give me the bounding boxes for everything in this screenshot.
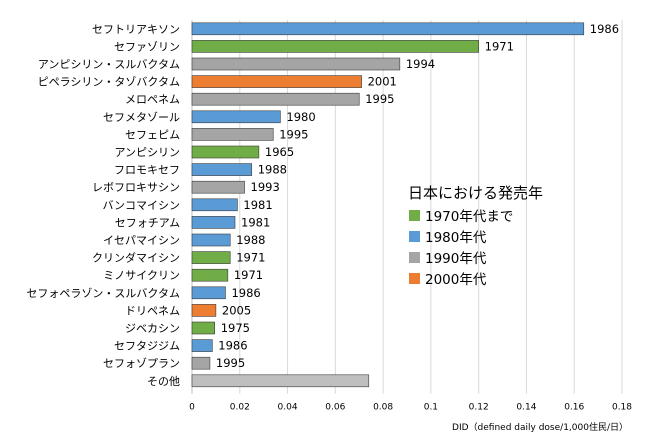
category-label: バンコマイシン [102, 199, 180, 212]
bar [191, 198, 238, 212]
year-label: 1993 [251, 180, 280, 194]
category-labels: セフトリアキソンセファゾリンアンピシリン・スルバクタムピペラシリン・タゾバクタム… [26, 23, 180, 388]
bars [191, 22, 585, 388]
category-label: セフェピム [125, 128, 180, 141]
bar [191, 233, 231, 247]
year-labels: 1986 1971 1994 2001 1995 1980 1995 1965 1988 1993… [216, 22, 619, 370]
year-label: 1971 [234, 268, 263, 282]
category-label: セフメタゾール [103, 111, 180, 124]
year-label: 1981 [241, 215, 270, 229]
category-label: セフォゾプラン [103, 357, 180, 370]
category-label: アンピシリン・スルバクタム [38, 58, 180, 71]
legend-label: 1980年代 [425, 230, 487, 246]
bar [191, 339, 213, 352]
year-label: 1995 [216, 356, 245, 370]
legend-swatch [409, 252, 420, 263]
year-label: 2005 [222, 303, 251, 317]
bar [191, 216, 236, 229]
bar [191, 251, 231, 264]
legend-title: 日本における発売年 [408, 184, 543, 202]
bar [191, 75, 362, 88]
bar [191, 145, 260, 159]
legend: 日本における発売年 1970年代まで 1980年代 1990年代 2000年代 [408, 184, 543, 288]
x-tick-labels: 0 0.02 0.04 0.06 0.08 0.1 0.12 0.14 0.16 0.18 [189, 403, 632, 413]
year-label: 1975 [221, 321, 250, 335]
year-label: 1995 [365, 92, 394, 106]
category-label: セフォチアム [115, 216, 180, 229]
bar [191, 180, 245, 194]
category-label: フロモキセフ [114, 164, 180, 177]
year-label: 1986 [218, 339, 247, 353]
year-label: 1986 [590, 22, 619, 36]
category-label: その他 [147, 375, 180, 388]
legend-label: 1990年代 [425, 251, 487, 267]
x-tick-label: 0.14 [516, 403, 536, 413]
year-label: 1986 [231, 286, 260, 300]
category-label: レボフロキサシン [92, 181, 180, 194]
legend-swatch [409, 210, 420, 221]
legend-swatch [409, 231, 420, 242]
year-label: 1995 [279, 127, 308, 141]
year-label: 1971 [236, 251, 265, 265]
bar [191, 356, 211, 370]
x-axis-label: DID（defined daily dose/1,000住民/日） [452, 421, 628, 433]
x-tick-label: 0.02 [230, 403, 250, 413]
bar [191, 110, 281, 124]
category-label: ミノサイクリン [103, 269, 180, 282]
category-label: セフトリアキソン [92, 23, 180, 36]
bar [191, 374, 370, 388]
category-label: ドリペネム [125, 304, 180, 317]
category-label: ジベカシン [125, 322, 180, 335]
category-label: ピペラシリン・タゾバクタム [38, 76, 180, 89]
x-tick-label: 0.08 [373, 403, 393, 413]
year-label: 1980 [286, 110, 315, 124]
bar [191, 321, 215, 335]
bar [191, 92, 360, 106]
category-label: メロペネム [125, 93, 180, 106]
legend-label: 2000年代 [425, 272, 487, 288]
category-label: イセパマイシン [103, 234, 180, 247]
year-label: 1994 [406, 57, 435, 71]
x-tick-label: 0.1 [424, 403, 438, 413]
category-label: セフォペラゾン・スルバクタム [26, 287, 180, 300]
x-tick-label: 0.12 [469, 403, 489, 413]
x-tick-label: 0.16 [564, 403, 584, 413]
bar [191, 286, 226, 300]
x-tick-label: 0.04 [278, 403, 298, 413]
year-label: 1988 [258, 163, 287, 177]
bar [191, 57, 401, 71]
bar [191, 128, 274, 141]
year-label: 1965 [265, 145, 294, 159]
x-tick-label: 0.18 [612, 403, 632, 413]
bar [191, 22, 585, 36]
year-label: 1988 [236, 233, 265, 247]
legend-swatch [409, 273, 420, 284]
year-label: 1981 [243, 198, 272, 212]
bar [191, 268, 229, 282]
bar [191, 40, 479, 53]
year-label: 1971 [485, 39, 514, 53]
x-tick-label: 0 [189, 403, 195, 413]
category-label: セフタジジム [114, 340, 180, 353]
bar [191, 304, 217, 317]
category-label: アンピシリン [114, 146, 180, 159]
x-tick-label: 0.06 [325, 403, 345, 413]
year-label: 2001 [368, 75, 397, 89]
bar [191, 163, 253, 176]
category-label: セファゾリン [114, 40, 180, 53]
category-label: クリンダマイシン [92, 251, 180, 265]
legend-label: 1970年代まで [425, 209, 513, 225]
